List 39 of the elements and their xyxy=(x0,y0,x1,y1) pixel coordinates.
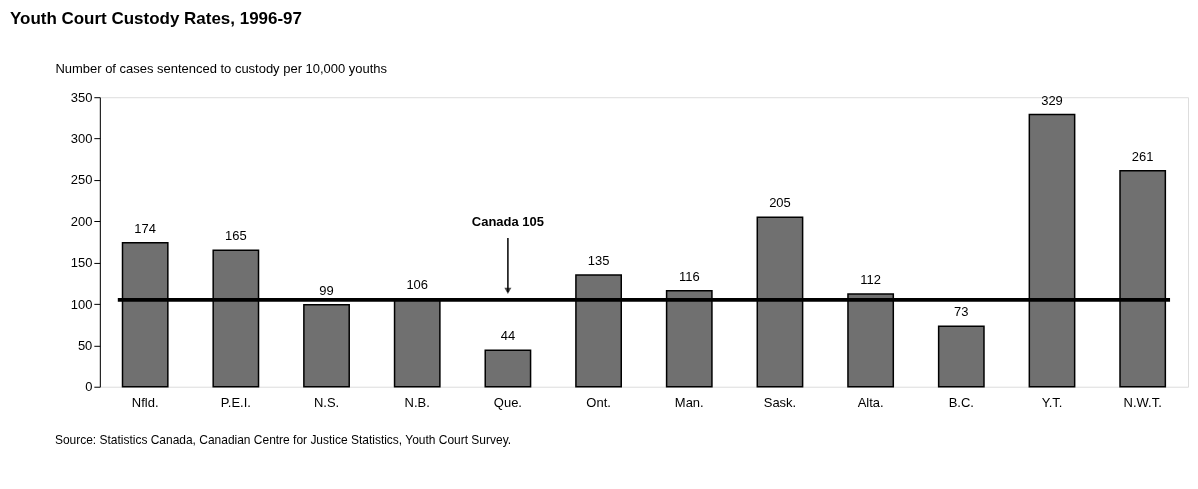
data-label: 44 xyxy=(500,328,516,344)
x-tick-label: N.B. xyxy=(404,395,430,411)
ref-line-label: Canada 105 xyxy=(471,214,544,229)
data-label: 116 xyxy=(678,268,700,284)
bar xyxy=(937,325,985,388)
y-tick-label: 350 xyxy=(70,89,93,105)
y-tick-label: 250 xyxy=(70,172,93,188)
x-tick-label: Y.T. xyxy=(1041,395,1063,411)
x-tick-label: Ont. xyxy=(586,395,611,411)
bar xyxy=(484,349,532,388)
y-tick-label: 300 xyxy=(70,131,93,147)
bar xyxy=(303,304,350,388)
data-label: 261 xyxy=(1131,148,1154,164)
x-tick-label: Alta. xyxy=(857,395,884,411)
data-label: 165 xyxy=(225,228,247,244)
data-label: 99 xyxy=(319,282,334,298)
y-tick-label: 0 xyxy=(85,379,93,395)
source-note: Source: Statistics Canada, Canadian Centre for Justice Statistics, Youth Court Survey. xyxy=(54,432,512,447)
x-tick-label: Man. xyxy=(674,395,704,411)
x-tick-label: Nfld. xyxy=(131,395,159,411)
data-label: 135 xyxy=(587,253,610,269)
x-tick-label: N.S. xyxy=(313,395,340,411)
data-label: 174 xyxy=(134,220,156,236)
x-tick-label: Sask. xyxy=(763,395,797,411)
y-tick-label: 50 xyxy=(77,337,93,353)
x-tick-label: N.W.T. xyxy=(1123,395,1162,411)
data-label: 106 xyxy=(406,277,429,293)
x-tick-label: P.E.I. xyxy=(220,395,251,411)
y-axis-title: Number of cases sentenced to custody per 10,000 youths xyxy=(55,60,388,76)
x-tick-label: B.C. xyxy=(948,395,974,411)
y-tick-label: 100 xyxy=(70,296,93,312)
chart-title: Youth Court Custody Rates, 1996-97 xyxy=(9,9,302,29)
data-label: 329 xyxy=(1041,92,1063,108)
data-label: 73 xyxy=(954,304,969,320)
x-tick-label: Que. xyxy=(493,395,522,411)
y-tick-label: 150 xyxy=(70,255,93,271)
y-tick-label: 200 xyxy=(70,213,93,229)
data-label: 205 xyxy=(769,195,791,211)
data-label: 112 xyxy=(860,272,881,288)
